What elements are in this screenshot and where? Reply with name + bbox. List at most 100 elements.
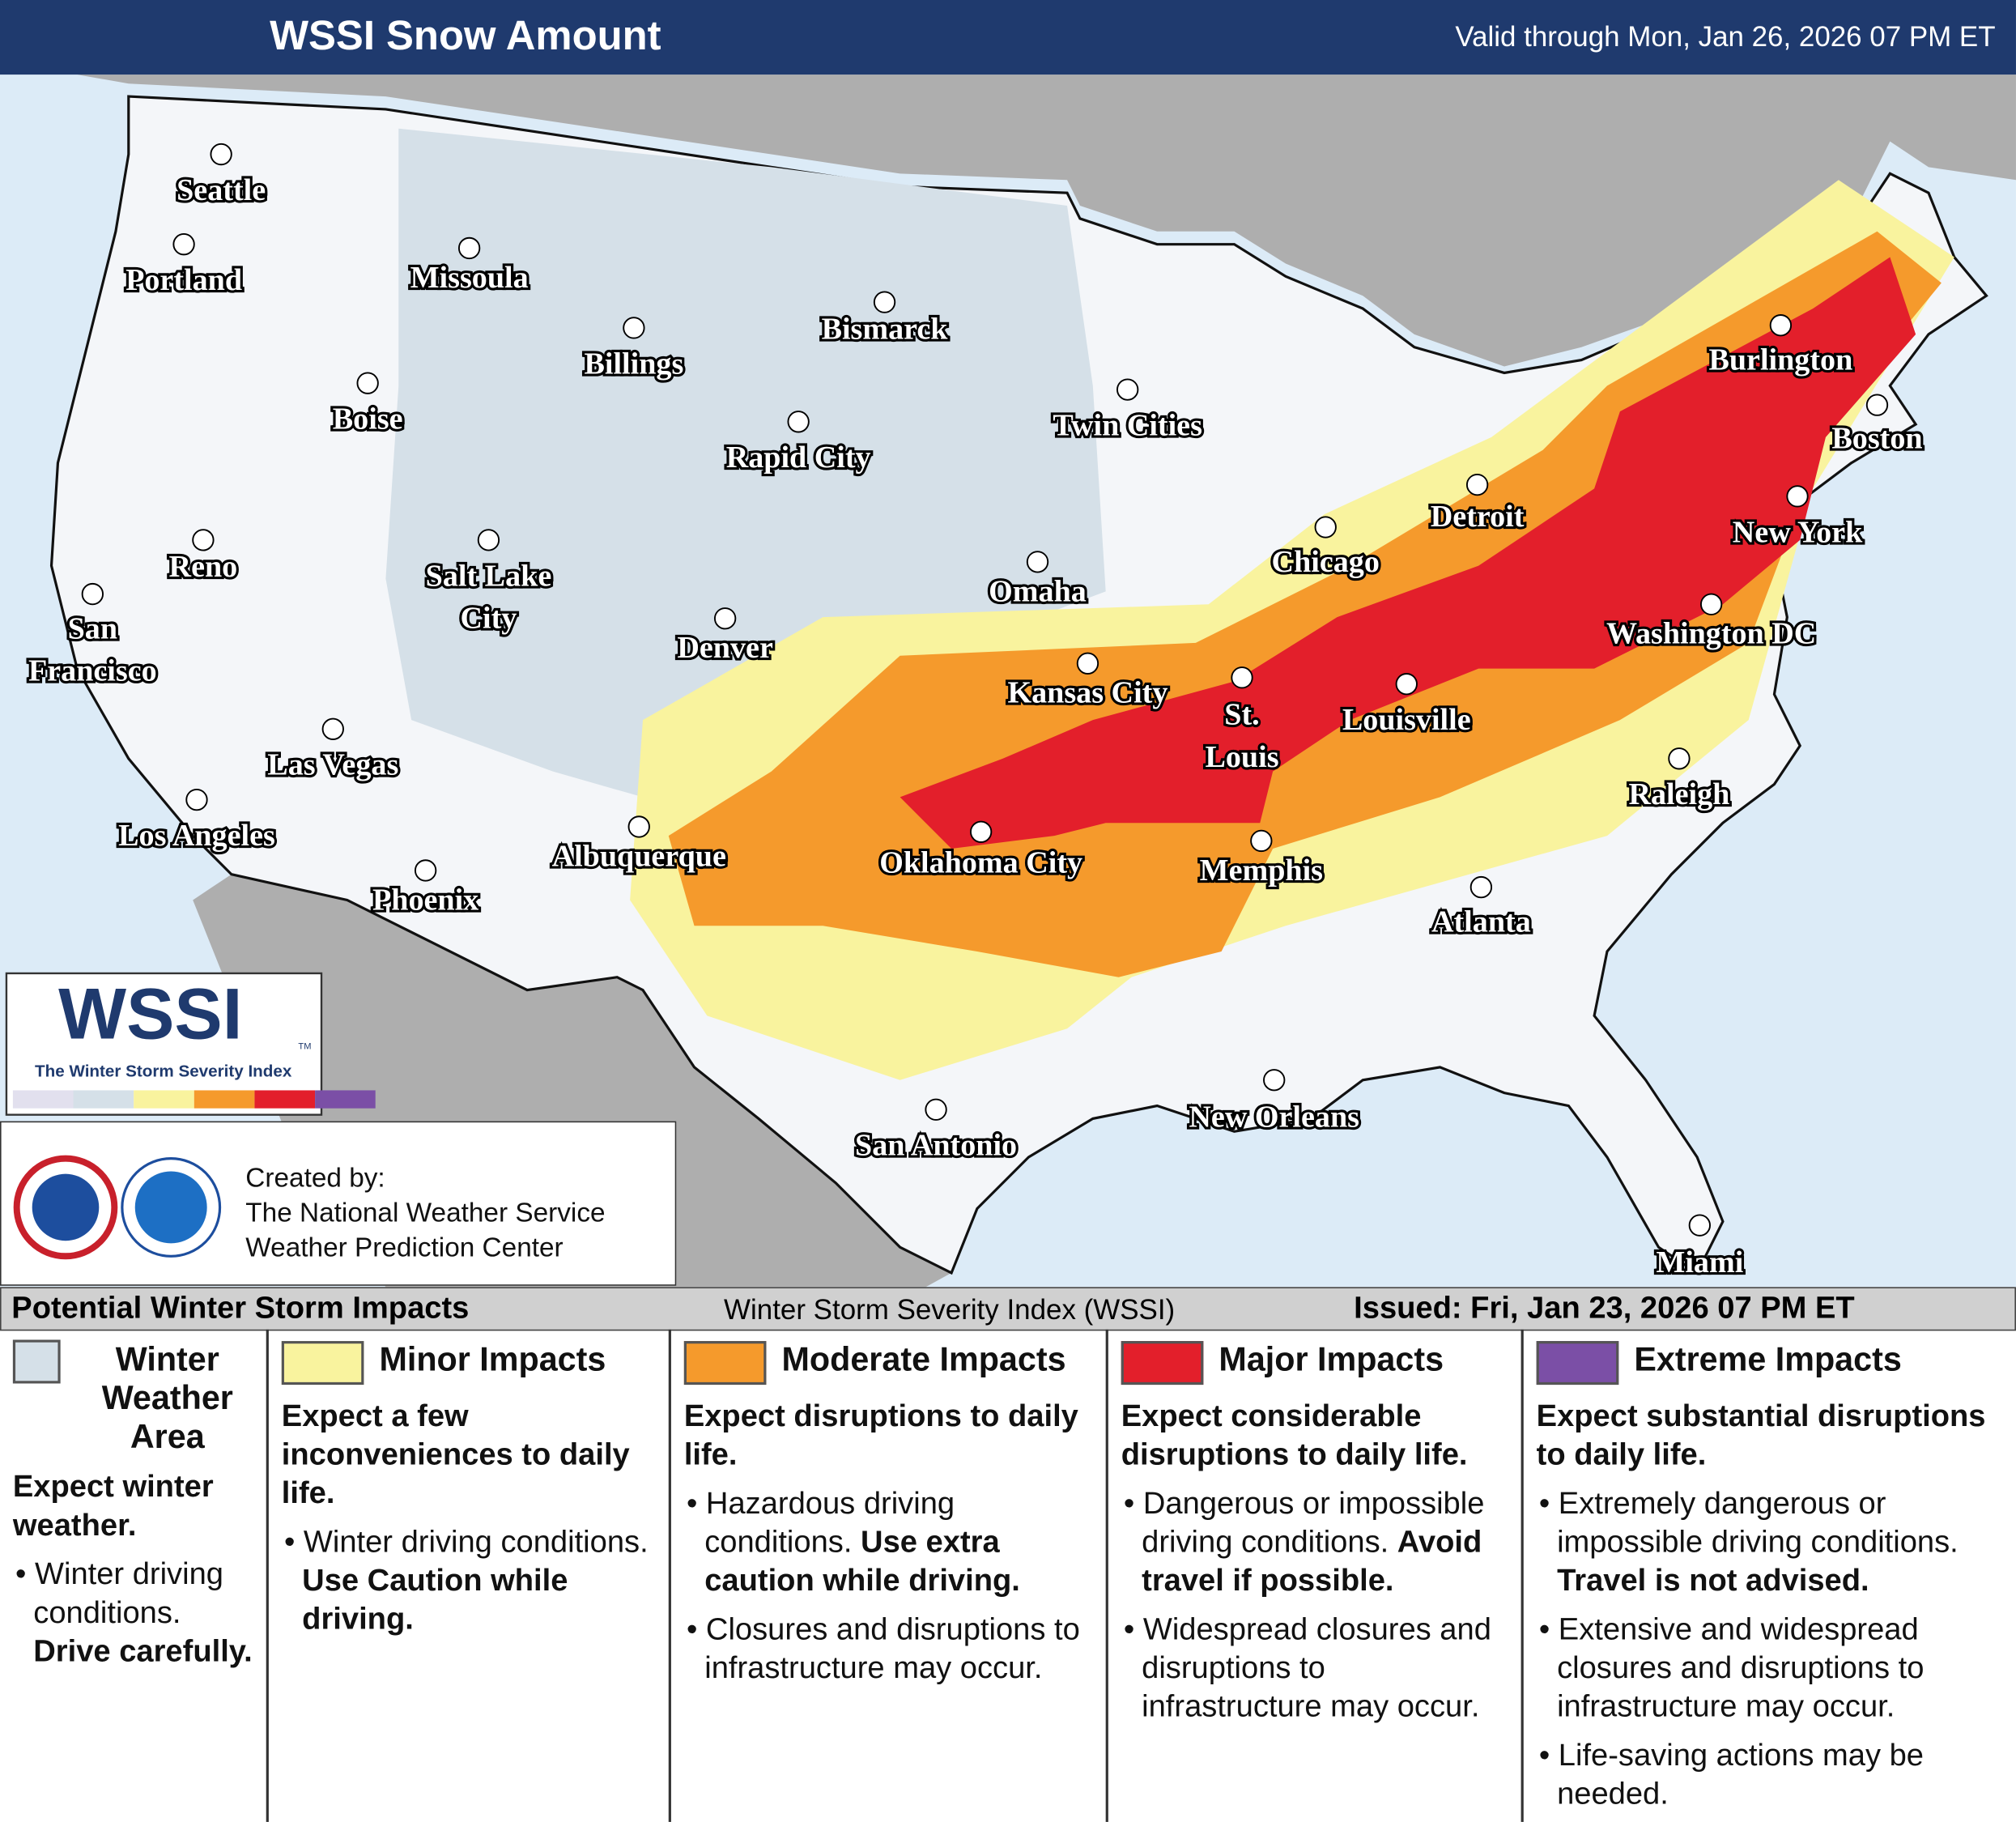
city: San Antonio bbox=[853, 1098, 1019, 1165]
city: New Orleans bbox=[1186, 1069, 1362, 1137]
city-dot bbox=[477, 529, 500, 551]
legend-swatch bbox=[281, 1340, 364, 1385]
legend-bullet: • Closures and disruptions to infrastruc… bbox=[686, 1611, 1080, 1686]
legend-bullet: • Widespread closures and disruptions to… bbox=[1123, 1611, 1491, 1724]
legend-heading: Expect considerable disruptions to daily… bbox=[1121, 1398, 1468, 1472]
legend-heading: Expect a few inconveniences to daily lif… bbox=[281, 1398, 630, 1511]
legend-column: Winter Weather Area Expect winter weather… bbox=[0, 1330, 266, 1822]
city-dot bbox=[713, 607, 737, 630]
city: Chicago bbox=[1269, 516, 1382, 581]
footer-left: Potential Winter Storm Impacts bbox=[11, 1291, 470, 1326]
city-dot bbox=[969, 820, 993, 843]
city: Detroit bbox=[1428, 473, 1527, 536]
legend-key: Moderate Impacts bbox=[683, 1339, 1098, 1385]
legend-bullet: • Life-saving actions may be needed. bbox=[1538, 1738, 1925, 1811]
city-label: Atlanta bbox=[1431, 905, 1531, 939]
city-dot bbox=[623, 317, 645, 339]
legend-bullet: • Winter driving conditions. Drive caref… bbox=[15, 1556, 253, 1669]
city: Billings bbox=[581, 317, 686, 383]
city-label: Memphis bbox=[1200, 854, 1323, 888]
city: Boise bbox=[330, 372, 406, 439]
bullet-text: Dangerous or impossible driving conditio… bbox=[1142, 1485, 1485, 1560]
legend-name: Major Impacts bbox=[1219, 1339, 1444, 1379]
wssi-logo: WSSI TM The Winter Storm Severity Index bbox=[5, 972, 376, 1116]
city-label: Phoenix bbox=[372, 883, 478, 917]
city: Bismarck bbox=[819, 291, 951, 349]
city-label: Reno bbox=[169, 550, 238, 584]
legend-bullet: • Hazardous driving conditions. Use extr… bbox=[686, 1485, 1020, 1599]
city-dot bbox=[1688, 1214, 1711, 1237]
bullet-emphasis: Travel is not advised. bbox=[1557, 1563, 1869, 1599]
city-dot bbox=[1469, 875, 1493, 899]
legend-heading: Expect disruptions to daily life. bbox=[683, 1398, 1078, 1472]
credit-line: Created by: bbox=[245, 1163, 385, 1194]
city-dot bbox=[1786, 485, 1809, 508]
logo-title: WSSI bbox=[58, 974, 242, 1054]
city-dot bbox=[873, 291, 896, 313]
city-dot bbox=[210, 143, 232, 166]
city-dot bbox=[1076, 652, 1099, 675]
city-dot bbox=[192, 529, 215, 551]
city-dot bbox=[1263, 1069, 1286, 1092]
city-dot bbox=[414, 859, 437, 882]
city-label: Burlington bbox=[1708, 343, 1852, 377]
bullet-text: Widespread closures and disruptions to i… bbox=[1142, 1611, 1491, 1724]
bullet-text: Closures and disruptions to infrastructu… bbox=[704, 1611, 1080, 1686]
legend-column: Minor Impacts Expect a few inconveniences… bbox=[266, 1329, 669, 1822]
city-dot bbox=[321, 717, 344, 740]
city-label: Louisville bbox=[1342, 703, 1471, 737]
city-label: Omaha bbox=[989, 574, 1087, 608]
city-label: Boston bbox=[1831, 421, 1922, 455]
city: Las Vegas bbox=[265, 717, 401, 785]
city: Seattle bbox=[174, 143, 268, 210]
city-dot bbox=[1395, 673, 1418, 696]
agency-logos bbox=[13, 1155, 222, 1260]
legend-name: Minor Impacts bbox=[379, 1339, 606, 1379]
credit-line: The National Weather Service bbox=[245, 1198, 606, 1228]
city-label: Detroit bbox=[1431, 500, 1525, 534]
city-label: Kansas City bbox=[1007, 676, 1167, 710]
city: Atlanta bbox=[1429, 875, 1533, 942]
city-dot bbox=[185, 788, 208, 811]
legend-heading: Expect winter weather. bbox=[12, 1469, 214, 1543]
city-label: San bbox=[68, 611, 117, 645]
city-dot bbox=[1465, 473, 1489, 496]
city: Phoenix bbox=[370, 859, 481, 920]
legend-bullet: • Extensive and widespread closures and … bbox=[1538, 1611, 1925, 1724]
city-label: Bismarck bbox=[822, 312, 949, 346]
city-dot bbox=[1026, 551, 1049, 573]
city: Oklahoma City bbox=[877, 820, 1085, 883]
city-label: Albuquerque bbox=[552, 839, 726, 873]
bullet-emphasis: Avoid travel if possible. bbox=[1142, 1524, 1482, 1599]
title: WSSI Snow Amount bbox=[270, 12, 661, 58]
legend: Winter Weather Area Expect winter weather… bbox=[0, 1329, 2016, 1822]
legend-bullet: • Extremely dangerous or impossible driv… bbox=[1538, 1485, 1959, 1599]
title-bar bbox=[0, 0, 2016, 75]
city-label: Boise bbox=[333, 402, 403, 436]
city: Portland bbox=[123, 233, 245, 300]
city-dot bbox=[1250, 829, 1273, 853]
city-label: Chicago bbox=[1272, 545, 1380, 579]
canada bbox=[0, 74, 2016, 367]
city: San Francisco bbox=[26, 582, 159, 691]
legend-key: Minor Impacts bbox=[281, 1339, 661, 1385]
city-label: Portland bbox=[125, 263, 242, 297]
legend-swatch bbox=[1121, 1340, 1204, 1385]
city-label: Rapid City bbox=[726, 441, 871, 475]
logo-subtitle: The Winter Storm Severity Index bbox=[35, 1062, 292, 1081]
city-label: Oklahoma City bbox=[879, 845, 1082, 879]
city: Raleigh bbox=[1626, 747, 1733, 814]
city: Missoula bbox=[407, 236, 531, 297]
city-dot bbox=[1231, 666, 1253, 689]
city: Miami bbox=[1653, 1214, 1746, 1282]
bullet-text: Winter driving conditions. bbox=[33, 1556, 223, 1631]
city-dot bbox=[1668, 747, 1691, 770]
city-label: New Orleans bbox=[1189, 1100, 1359, 1134]
city: Memphis bbox=[1197, 829, 1325, 890]
cities: Seattle Portland Missoula Billings Bismarck B… bbox=[26, 143, 1925, 1282]
footer-bar: Potential Winter Storm Impacts Winter St… bbox=[0, 1287, 2016, 1331]
city-dot bbox=[1314, 516, 1337, 539]
legend-name: Moderate Impacts bbox=[781, 1339, 1066, 1379]
legend-swatch bbox=[12, 1339, 62, 1384]
